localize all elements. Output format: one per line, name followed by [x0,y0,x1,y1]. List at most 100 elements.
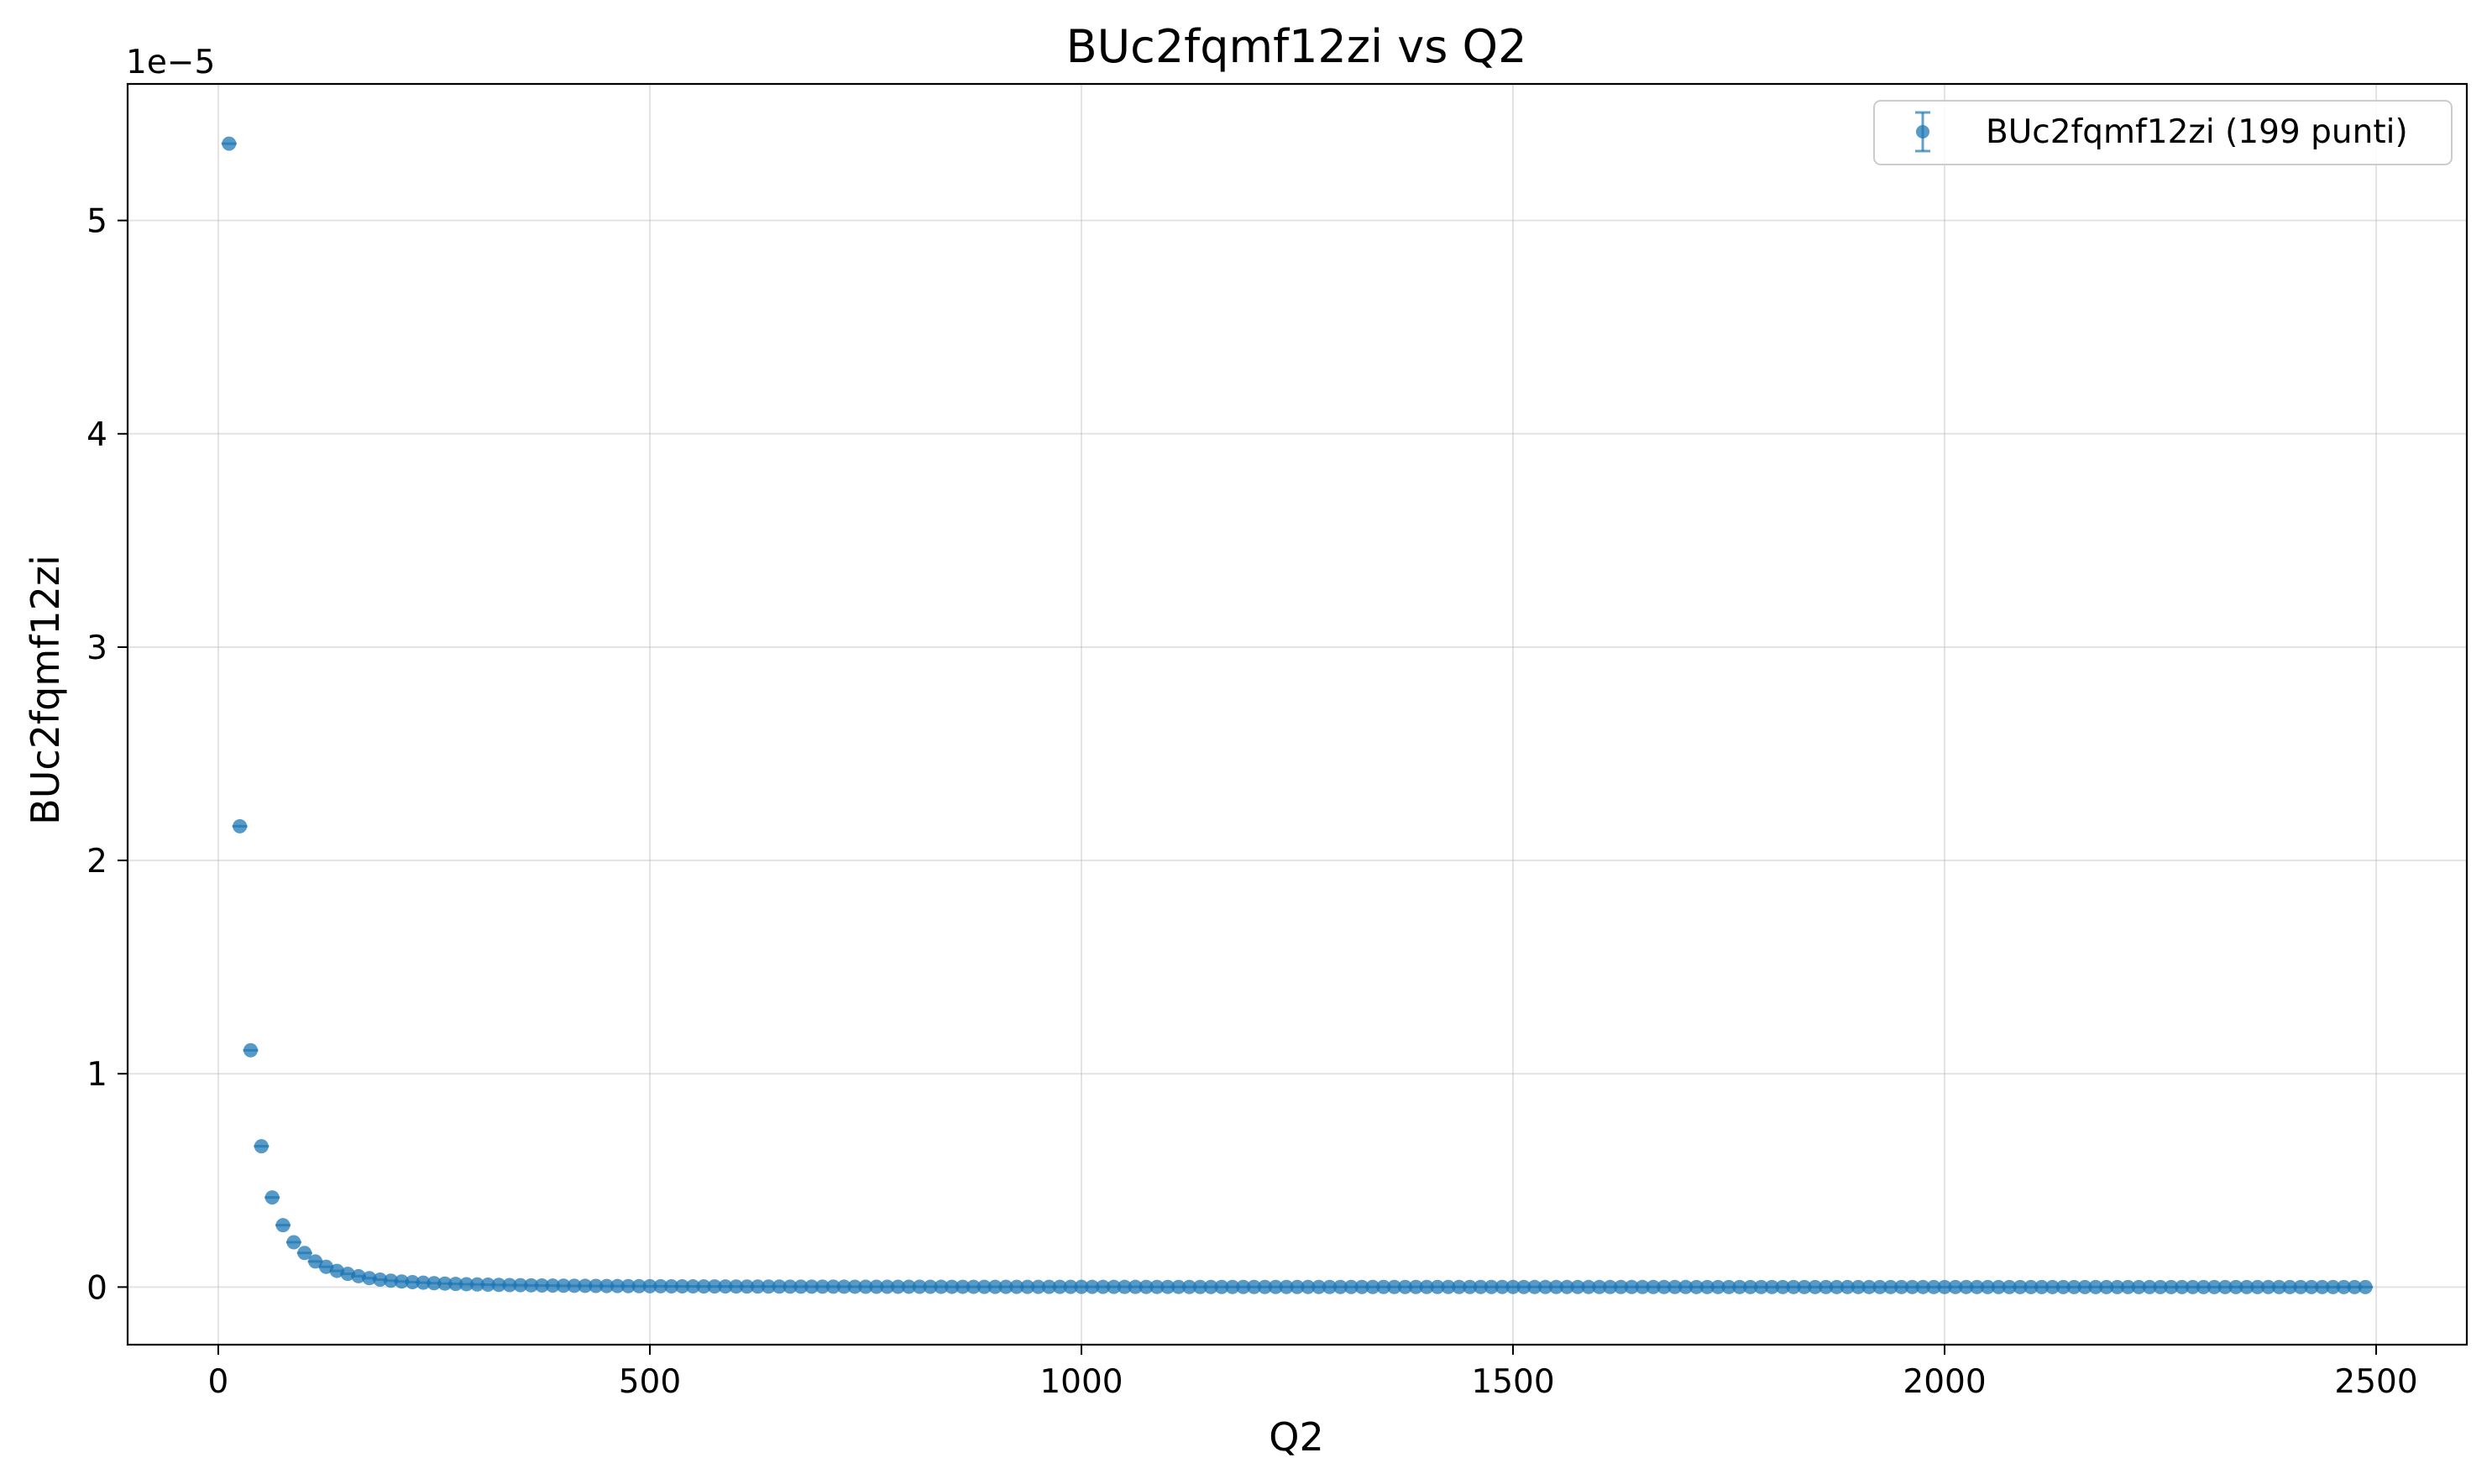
data-point [1721,1279,1736,1294]
data-point [631,1278,647,1293]
data-point [1192,1279,1207,1294]
data-point [1085,1279,1100,1294]
data-point [2196,1279,2211,1294]
data-point [1279,1279,1294,1294]
data-point [1505,1279,1521,1294]
data-point [394,1274,409,1289]
data-point [1991,1279,2006,1294]
data-point [437,1276,453,1291]
data-point [1203,1279,1218,1294]
data-point [1149,1279,1165,1294]
data-point [2175,1279,2190,1294]
data-point [2337,1279,2352,1294]
y-axis-offset-label: 1e−5 [126,44,215,81]
data-point [825,1279,840,1294]
data-point [286,1235,301,1250]
data-point [2293,1279,2308,1294]
data-point [1786,1279,1801,1294]
data-point [1570,1279,1585,1294]
data-point [491,1278,506,1293]
data-point [567,1278,582,1293]
data-point [1581,1279,1596,1294]
x-tick-label: 1000 [1039,1363,1123,1401]
data-points [222,136,2373,1294]
data-point [1354,1279,1369,1294]
data-point [1376,1279,1391,1294]
y-axis-label: BUc2fqmf12zi [23,555,68,825]
data-point [1009,1279,1024,1294]
data-point [1657,1279,1672,1294]
data-point [1915,1279,1930,1294]
data-point [1559,1279,1574,1294]
data-point [373,1272,388,1287]
data-point [1107,1279,1122,1294]
data-point [589,1278,604,1293]
data-point [912,1279,927,1294]
data-point [750,1279,765,1294]
data-point [2239,1279,2254,1294]
data-point [1959,1279,1974,1294]
data-point [729,1279,744,1294]
data-point [2088,1279,2103,1294]
data-point [1797,1279,1812,1294]
data-point [1894,1279,1909,1294]
data-point [923,1279,938,1294]
data-point [427,1276,442,1291]
data-point [1473,1279,1488,1294]
data-point [2315,1279,2330,1294]
data-point [1031,1279,1046,1294]
x-tick-label: 500 [619,1363,681,1401]
data-point [2282,1279,2297,1294]
legend-marker-icon [1915,111,1930,153]
data-point [275,1218,291,1233]
data-point [2164,1279,2179,1294]
data-point [2250,1279,2265,1294]
data-point [966,1279,981,1294]
data-point [847,1279,862,1294]
data-point [318,1259,333,1274]
data-point [1614,1279,1629,1294]
legend: BUc2fqmf12zi (199 punti) [1873,100,2453,165]
data-point [1063,1279,1078,1294]
data-point [502,1278,517,1293]
data-point [2271,1279,2286,1294]
data-point [1301,1279,1316,1294]
data-point [2347,1279,2362,1294]
data-point [1851,1279,1866,1294]
data-point [901,1279,916,1294]
data-point [976,1279,992,1294]
data-point [1452,1279,1467,1294]
data-point [1495,1279,1510,1294]
y-tick-label: 4 [86,416,107,454]
x-tick-label: 2500 [2334,1363,2417,1401]
y-tick-label: 2 [86,843,107,880]
data-point [2228,1279,2243,1294]
data-point [1970,1279,1985,1294]
plot-area-frame [126,82,2468,1346]
y-axis-ticks: 0 1 2 3 4 5 [86,203,128,1307]
data-point [1904,1279,1919,1294]
data-point [1635,1279,1650,1294]
data-point [934,1279,949,1294]
data-point [945,1279,960,1294]
data-point [1096,1279,1111,1294]
x-axis-ticks: 0 500 1000 1500 2000 2500 [208,1345,2418,1401]
data-point [405,1274,420,1289]
data-point [254,1139,269,1154]
data-point [2002,1279,2017,1294]
data-point [1667,1279,1683,1294]
data-point [1343,1279,1359,1294]
data-point [1754,1279,1769,1294]
data-point [1257,1279,1272,1294]
data-point [1775,1279,1790,1294]
data-point [1128,1279,1143,1294]
data-point [804,1279,819,1294]
data-point [891,1279,906,1294]
data-point [416,1275,431,1290]
chart-title: BUc2fqmf12zi vs Q2 [1066,20,1527,73]
data-point [556,1278,571,1293]
data-point [1830,1279,1845,1294]
data-point [1548,1279,1563,1294]
data-point [513,1278,528,1293]
